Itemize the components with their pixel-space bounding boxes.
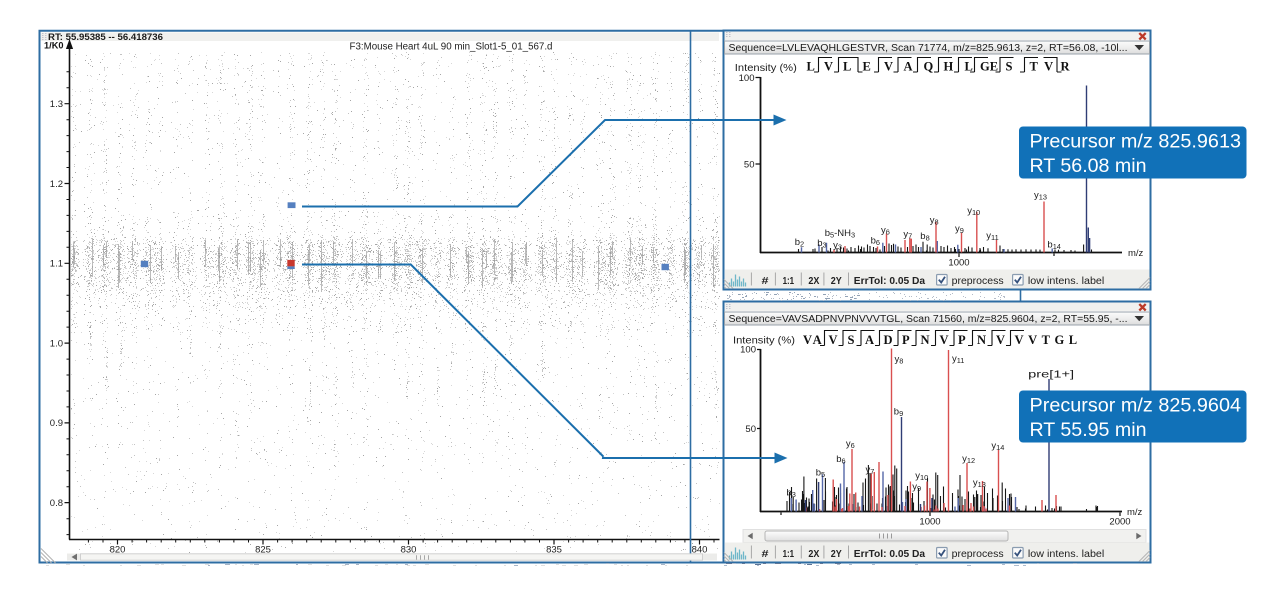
svg-text:y9: y9 — [955, 224, 964, 236]
svg-text:825: 825 — [255, 545, 271, 556]
svg-text:1000: 1000 — [919, 517, 940, 528]
svg-text:N: N — [977, 333, 986, 347]
svg-text:y12: y12 — [962, 454, 975, 466]
svg-text:VA: VA — [803, 333, 822, 347]
svg-text:S: S — [848, 333, 855, 347]
svg-text:b8: b8 — [920, 231, 929, 243]
svg-text:2000: 2000 — [1109, 517, 1130, 528]
svg-text:y8: y8 — [895, 354, 904, 366]
svg-text:A: A — [865, 333, 874, 347]
svg-text:1:1: 1:1 — [783, 549, 795, 560]
svg-text:2X: 2X — [808, 549, 819, 560]
svg-text:50: 50 — [745, 424, 756, 435]
svg-text:b5: b5 — [816, 468, 825, 480]
svg-text:b3: b3 — [817, 238, 826, 250]
svg-text:L: L — [965, 60, 974, 74]
svg-text:RT 56.08 min: RT 56.08 min — [1030, 155, 1147, 177]
svg-text:y6: y6 — [846, 439, 855, 451]
svg-text:y9: y9 — [912, 482, 921, 494]
svg-text:b14: b14 — [1047, 240, 1061, 252]
svg-text:0.9: 0.9 — [50, 418, 63, 429]
svg-text:m/z: m/z — [1127, 507, 1143, 518]
svg-text:840: 840 — [692, 545, 708, 556]
svg-text:0.8: 0.8 — [50, 498, 63, 509]
svg-text:y7: y7 — [903, 229, 912, 241]
svg-text:F3:Mouse Heart 4uL 90 min_Slot: F3:Mouse Heart 4uL 90 min_Slot1-5_01_567… — [350, 42, 553, 53]
svg-text:y3: y3 — [833, 240, 842, 252]
svg-text:y13: y13 — [1034, 190, 1047, 202]
svg-text:1.0: 1.0 — [50, 338, 63, 349]
svg-text:N: N — [921, 333, 930, 347]
svg-text:V: V — [824, 60, 833, 74]
svg-text:#: # — [762, 276, 770, 287]
svg-text:VVTGL: VVTGL — [1015, 333, 1078, 347]
svg-text:L: L — [843, 60, 852, 74]
svg-text:1:1: 1:1 — [783, 276, 795, 287]
svg-text:low intens. label: low intens. label — [1028, 549, 1104, 560]
svg-text:V: V — [829, 333, 838, 347]
svg-text:pre[1+]: pre[1+] — [1028, 370, 1074, 381]
svg-text:V: V — [940, 333, 949, 347]
svg-text:100: 100 — [740, 345, 756, 356]
svg-text:#: # — [762, 549, 770, 560]
svg-text:D: D — [884, 333, 893, 347]
svg-text:V: V — [884, 60, 893, 74]
svg-text:E: E — [863, 60, 872, 74]
svg-text:y8: y8 — [930, 215, 939, 227]
svg-text:b6: b6 — [836, 454, 845, 466]
svg-text:GE: GE — [980, 60, 999, 74]
svg-text:preprocess: preprocess — [952, 549, 1004, 560]
svg-text:1.3: 1.3 — [50, 99, 63, 110]
svg-text:y11: y11 — [986, 231, 998, 243]
svg-text:1000: 1000 — [948, 258, 969, 269]
svg-text:H: H — [944, 60, 954, 74]
svg-text:2Y: 2Y — [831, 549, 842, 560]
svg-text:preprocess: preprocess — [952, 276, 1004, 287]
svg-text:R: R — [1061, 60, 1071, 74]
svg-text:b2: b2 — [795, 237, 804, 249]
svg-text:Sequence=VAVSADPNVPNVVVTGL, Sc: Sequence=VAVSADPNVPNVVVTGL, Scan 71560, … — [729, 314, 1128, 325]
svg-text:100: 100 — [739, 73, 755, 84]
svg-text:L: L — [807, 60, 816, 74]
svg-text:S: S — [1006, 60, 1013, 74]
svg-text:Intensity (%): Intensity (%) — [733, 336, 795, 347]
svg-text:y10: y10 — [967, 206, 980, 218]
svg-text:50: 50 — [744, 159, 755, 170]
svg-text:A: A — [904, 60, 913, 74]
svg-text:Q: Q — [924, 60, 934, 74]
svg-text:b6: b6 — [871, 236, 880, 248]
svg-text:b9: b9 — [894, 407, 903, 419]
svg-text:RT 55.95 min: RT 55.95 min — [1030, 419, 1147, 441]
svg-text:low intens. label: low intens. label — [1028, 276, 1104, 287]
svg-text:830: 830 — [401, 545, 417, 556]
svg-text:1.2: 1.2 — [50, 179, 63, 190]
svg-text:y10: y10 — [915, 471, 928, 483]
svg-text:820: 820 — [110, 545, 126, 556]
svg-text:V: V — [996, 333, 1005, 347]
svg-text:y14: y14 — [991, 441, 1004, 453]
svg-text:y13: y13 — [973, 478, 986, 490]
svg-text:b3: b3 — [786, 488, 795, 500]
svg-text:RT: 55.95385 -- 56.418736: RT: 55.95385 -- 56.418736 — [48, 32, 163, 43]
svg-text:Sequence=LVLEVAQHLGESTVR, Scan: Sequence=LVLEVAQHLGESTVR, Scan 71774, m/… — [729, 43, 1128, 54]
svg-text:P: P — [902, 333, 910, 347]
svg-text:y11: y11 — [952, 354, 964, 366]
svg-text:1.1: 1.1 — [50, 259, 63, 270]
svg-text:ErrTol: 0.05 Da: ErrTol: 0.05 Da — [854, 276, 926, 287]
svg-text:Precursor m/z 825.9613: Precursor m/z 825.9613 — [1030, 131, 1242, 153]
svg-text:ErrTol: 0.05 Da: ErrTol: 0.05 Da — [854, 549, 926, 560]
svg-text:P: P — [958, 333, 966, 347]
svg-text:y6: y6 — [881, 225, 890, 237]
svg-text:2Y: 2Y — [831, 276, 842, 287]
svg-text:y7: y7 — [866, 465, 875, 477]
svg-text:b5-NH3: b5-NH3 — [825, 228, 855, 240]
svg-text:2X: 2X — [808, 276, 819, 287]
svg-text:835: 835 — [546, 545, 562, 556]
svg-text:Intensity (%): Intensity (%) — [735, 63, 797, 74]
svg-text:1/K0: 1/K0 — [44, 41, 64, 51]
svg-text:m/z: m/z — [1128, 248, 1144, 259]
svg-text:Precursor m/z 825.9604: Precursor m/z 825.9604 — [1030, 395, 1242, 417]
